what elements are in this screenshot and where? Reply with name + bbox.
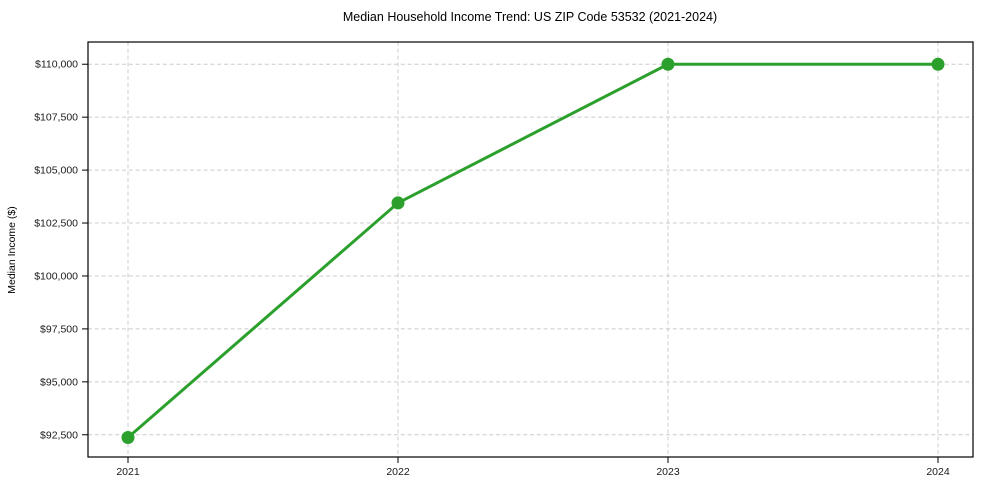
y-tick-label: $107,500	[34, 112, 78, 124]
x-tick-label: 2024	[926, 466, 950, 478]
y-tick-label: $92,500	[40, 429, 78, 441]
y-tick-label: $95,000	[40, 376, 78, 388]
data-series-layer	[121, 57, 945, 445]
y-tick-label: $100,000	[34, 270, 78, 282]
income-trend-line	[126, 62, 940, 440]
axis-ticks-layer: $92,500 $95,000 $97,500 $100,000 $102,500 $10…	[34, 59, 950, 478]
data-point-2024	[931, 57, 945, 71]
chart-title: Median Household Income Trend: US ZIP Co…	[343, 10, 717, 24]
plot-area-border	[87, 41, 974, 458]
x-tick-label: 2023	[656, 466, 680, 478]
y-tick-label: $97,500	[40, 323, 78, 335]
y-tick-label: $110,000	[35, 59, 78, 71]
y-tick-label: $105,000	[34, 165, 78, 177]
y-axis-label: Median Income ($)	[6, 206, 18, 294]
y-tick-label: $102,500	[34, 218, 78, 230]
data-point-2022	[391, 196, 405, 210]
x-tick-label: 2021	[116, 466, 140, 478]
data-point-2023	[661, 57, 675, 71]
grid-layer	[88, 42, 973, 457]
x-tick-label: 2022	[386, 466, 410, 478]
data-point-2021	[121, 431, 135, 445]
